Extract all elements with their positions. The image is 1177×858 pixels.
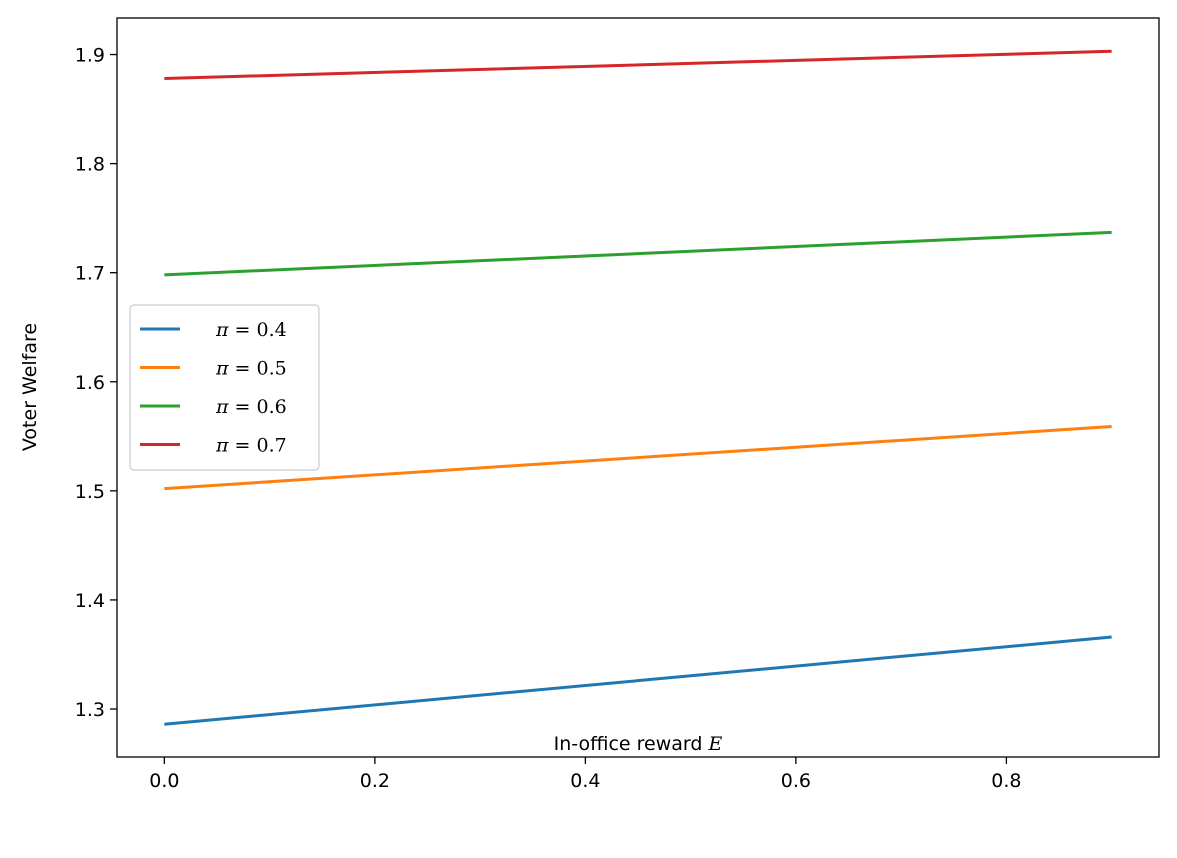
series-line-0 xyxy=(164,635,1112,726)
series-line-1 xyxy=(164,425,1112,491)
x-axis-ticks: 0.0 0.2 0.4 0.6 0.8 xyxy=(149,757,1021,792)
y-tick-label: 1.6 xyxy=(75,372,105,394)
x-axis-label-text: In-office reward xyxy=(554,733,709,755)
y-tick-label: 1.9 xyxy=(75,45,105,67)
legend-label-0: π = 0.4 xyxy=(215,319,287,341)
x-tick-label: 0.4 xyxy=(570,770,600,792)
y-tick-label: 1.4 xyxy=(75,590,105,612)
y-tick-label: 1.7 xyxy=(75,263,105,285)
y-axis-label: Voter Welfare xyxy=(19,323,41,451)
series-layer xyxy=(164,49,1112,726)
x-tick-label: 0.0 xyxy=(149,770,179,792)
legend: π = 0.4 π = 0.5 π = 0.6 π = 0.7 xyxy=(129,304,320,471)
y-axis-ticks: 1.3 1.4 1.5 1.6 1.7 1.8 1.9 xyxy=(75,45,117,721)
legend-items: π = 0.4 π = 0.5 π = 0.6 π = 0.7 xyxy=(140,319,287,457)
legend-label-1: π = 0.5 xyxy=(215,358,287,380)
series-line-3 xyxy=(164,49,1112,81)
y-tick-label: 1.3 xyxy=(75,699,105,721)
legend-label-3: π = 0.7 xyxy=(215,435,287,457)
y-tick-label: 1.8 xyxy=(75,154,105,176)
x-tick-label: 0.6 xyxy=(781,770,811,792)
x-tick-label: 0.8 xyxy=(991,770,1021,792)
legend-frame xyxy=(129,304,320,471)
x-axis-label: In-office reward E xyxy=(554,733,723,755)
y-tick-label: 1.5 xyxy=(75,481,105,503)
legend-label-2: π = 0.6 xyxy=(215,396,287,418)
x-tick-label: 0.2 xyxy=(360,770,390,792)
x-axis-label-symbol: E xyxy=(708,733,723,755)
series-line-2 xyxy=(164,230,1112,277)
plot-frame xyxy=(116,17,1160,758)
